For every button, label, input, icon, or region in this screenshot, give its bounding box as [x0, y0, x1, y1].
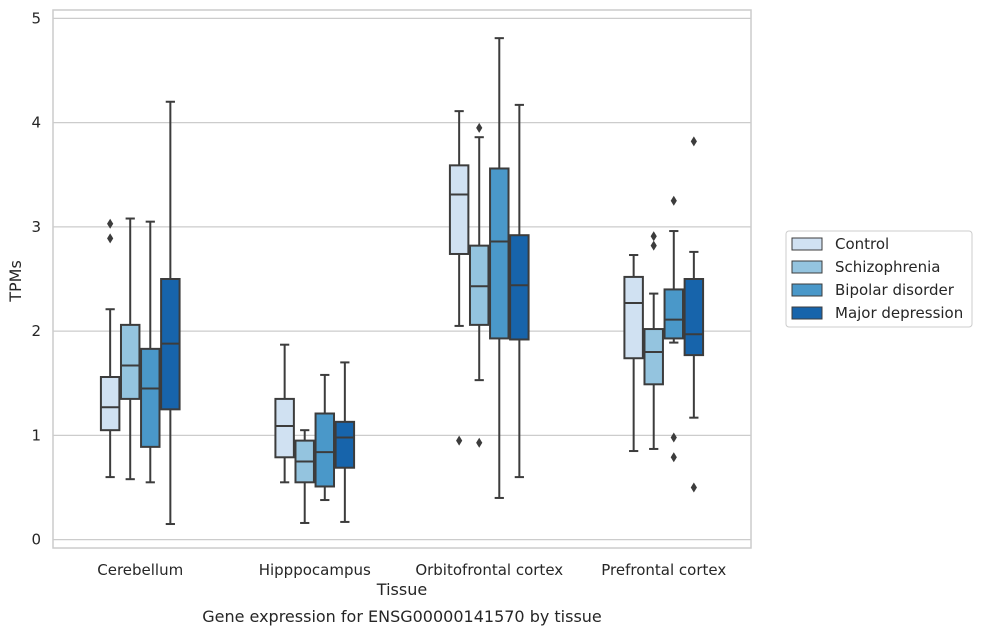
- outlier-point: [476, 122, 483, 133]
- outlier-point: [690, 482, 697, 493]
- box-prefrontal-cortex: [683, 136, 705, 493]
- box-hipppocampus: [274, 343, 295, 484]
- outlier-point: [690, 136, 697, 147]
- series-schizophrenia: [119, 122, 664, 524]
- legend: Control Schizophrenia Bipolar disorder Majo…: [785, 230, 973, 328]
- box-body: [119, 323, 141, 400]
- gridlines: [53, 17, 751, 541]
- series-major-depression: [160, 100, 705, 526]
- series-control: [99, 110, 644, 484]
- legend-swatch: [791, 260, 823, 274]
- y-tick-label: 5: [31, 9, 41, 27]
- box-hipppocampus: [294, 429, 315, 524]
- box-body: [334, 420, 356, 469]
- outlier-point: [107, 218, 114, 229]
- plot-frame: [52, 9, 752, 549]
- box-body: [623, 275, 644, 360]
- box-cerebellum: [99, 218, 121, 479]
- x-tick-label: Prefrontal cortex: [601, 561, 726, 579]
- y-tick-label: 1: [31, 426, 41, 444]
- y-axis-ticks: 0 1 2 3 4 5: [31, 9, 41, 548]
- outlier-point: [107, 233, 114, 244]
- y-tick-label: 2: [31, 322, 41, 340]
- legend-label: Schizophrenia: [835, 258, 940, 276]
- outlier-point: [670, 195, 677, 206]
- series-bipolar-disorder: [140, 37, 685, 502]
- legend-swatch: [791, 283, 823, 297]
- y-axis-label: TPMs: [6, 260, 25, 303]
- y-tick-label: 4: [31, 114, 41, 132]
- legend-swatch: [791, 237, 823, 251]
- legend-swatch: [791, 306, 823, 320]
- box-body: [314, 412, 336, 488]
- box-body: [468, 244, 490, 326]
- x-axis-label: Tissue: [376, 580, 427, 599]
- outlier-point: [650, 231, 657, 242]
- box-prefrontal-cortex: [663, 195, 685, 463]
- box-hipppocampus: [314, 373, 336, 502]
- box-plot-series: [99, 37, 705, 526]
- legend-label: Bipolar disorder: [835, 281, 955, 299]
- chart-caption: Gene expression for ENSG00000141570 by t…: [202, 607, 602, 626]
- box-body: [509, 234, 530, 341]
- box-cerebellum: [160, 100, 181, 526]
- box-body: [99, 376, 121, 432]
- outlier-point: [670, 452, 677, 463]
- outlier-point: [476, 437, 483, 448]
- box-cerebellum: [119, 217, 141, 481]
- x-axis-ticks: Cerebellum Hipppocampus Orbitofrontal cort…: [97, 561, 726, 579]
- y-tick-label: 3: [31, 218, 41, 236]
- box-body: [140, 347, 161, 448]
- box-orbitofrontal-cortex: [489, 37, 510, 499]
- box-body: [643, 328, 664, 386]
- legend-frame: [785, 230, 973, 328]
- legend-label: Control: [835, 235, 889, 253]
- box-body: [448, 164, 470, 255]
- box-body: [663, 288, 685, 340]
- x-tick-label: Cerebellum: [97, 561, 183, 579]
- box-prefrontal-cortex: [643, 231, 664, 450]
- outlier-point: [650, 240, 657, 251]
- box-hipppocampus: [334, 361, 356, 523]
- box-orbitofrontal-cortex: [448, 110, 470, 446]
- x-tick-label: Hipppocampus: [259, 561, 371, 579]
- box-body: [489, 167, 510, 340]
- box-orbitofrontal-cortex: [468, 122, 490, 448]
- box-orbitofrontal-cortex: [509, 103, 530, 479]
- box-cerebellum: [140, 220, 161, 484]
- y-tick-label: 0: [31, 531, 41, 549]
- outlier-point: [456, 435, 463, 446]
- box-prefrontal-cortex: [623, 254, 644, 453]
- x-tick-label: Orbitofrontal cortex: [415, 561, 563, 579]
- legend-label: Major depression: [835, 304, 963, 322]
- outlier-point: [670, 432, 677, 443]
- box-body: [683, 278, 705, 357]
- box-body: [274, 397, 295, 459]
